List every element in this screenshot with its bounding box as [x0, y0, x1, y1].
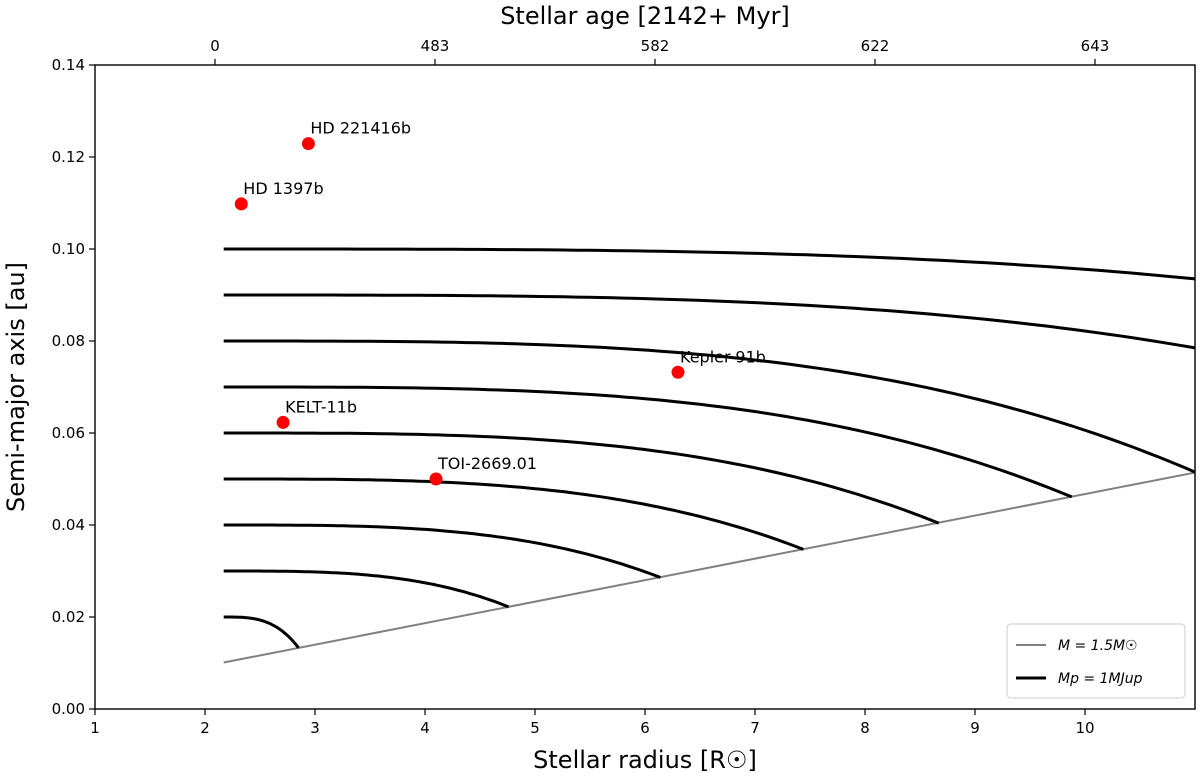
- planet-track-1: [223, 293, 1196, 350]
- planet-track-6: [223, 523, 661, 579]
- planet-layer: HD 221416b HD 1397b Kepler-91b KELT-11b TOI-…: [234, 119, 766, 486]
- y-tick-label-0: 0.00: [52, 700, 85, 718]
- top-tick-label-0: 0: [210, 37, 220, 55]
- y-tick-label-6: 0.12: [52, 148, 85, 166]
- x-tick-label-2: 3: [310, 719, 320, 737]
- x-tick-label-6: 7: [750, 719, 760, 737]
- y-tick-label-7: 0.14: [52, 56, 85, 74]
- y-tick-label-4: 0.08: [52, 332, 85, 350]
- planet-label-4: TOI-2669.01: [437, 454, 537, 473]
- legend-label-host: M = 1.5M☉: [1058, 638, 1138, 654]
- planet-point-3: [276, 415, 290, 429]
- top-axis-title: Stellar age [2142+ Myr]: [500, 2, 790, 30]
- x-tick-label-3: 4: [420, 719, 430, 737]
- planet-track-7: [223, 569, 510, 609]
- planet-track-2: [223, 339, 1196, 474]
- x-axis-title: Stellar radius [R☉]: [533, 746, 757, 774]
- x-tick-label-1: 2: [200, 719, 210, 737]
- tick-layer: 1 2 3 4 5 6 7 8 9 10 0.00 0.02 0.04 0.06 0.08 0.10 0.12 0…: [52, 37, 1110, 737]
- x-tick-label-0: 1: [90, 719, 100, 737]
- planet-label-3: KELT-11b: [285, 397, 357, 416]
- y-tick-label-1: 0.02: [52, 608, 85, 626]
- x-tick-label-4: 5: [530, 719, 540, 737]
- series-layer: [223, 247, 1196, 664]
- planet-track-3: [223, 385, 1073, 499]
- x-tick-label-8: 9: [970, 719, 980, 737]
- x-tick-label-9: 10: [1075, 719, 1094, 737]
- planet-track-4: [223, 431, 940, 525]
- y-tick-label-3: 0.06: [52, 424, 85, 442]
- planet-point-2: [671, 365, 685, 379]
- planet-track-0: [223, 247, 1196, 281]
- legend: M = 1.5M☉ Mp = 1MJup: [1006, 623, 1186, 699]
- planet-point-1: [234, 197, 248, 211]
- planet-label-1: HD 1397b: [243, 179, 323, 198]
- legend-box: [1006, 623, 1186, 699]
- planet-label-0: HD 221416b: [310, 119, 411, 138]
- top-tick-label-4: 643: [1081, 37, 1110, 55]
- top-tick-label-1: 483: [421, 37, 450, 55]
- y-tick-label-2: 0.04: [52, 516, 85, 534]
- y-axis-title: Semi-major axis [au]: [2, 262, 30, 512]
- planet-label-2: Kepler-91b: [680, 347, 766, 366]
- x-tick-label-5: 6: [640, 719, 650, 737]
- top-tick-label-2: 582: [641, 37, 670, 55]
- planet-track-8: [223, 615, 300, 649]
- planet-track-5: [223, 477, 804, 551]
- host-star-line: [223, 471, 1196, 664]
- planet-point-4: [429, 472, 443, 486]
- top-tick-label-3: 622: [861, 37, 890, 55]
- y-tick-label-5: 0.10: [52, 240, 85, 258]
- x-tick-label-7: 8: [860, 719, 870, 737]
- planet-point-0: [301, 137, 315, 151]
- legend-label-planet: Mp = 1MJup: [1058, 671, 1143, 687]
